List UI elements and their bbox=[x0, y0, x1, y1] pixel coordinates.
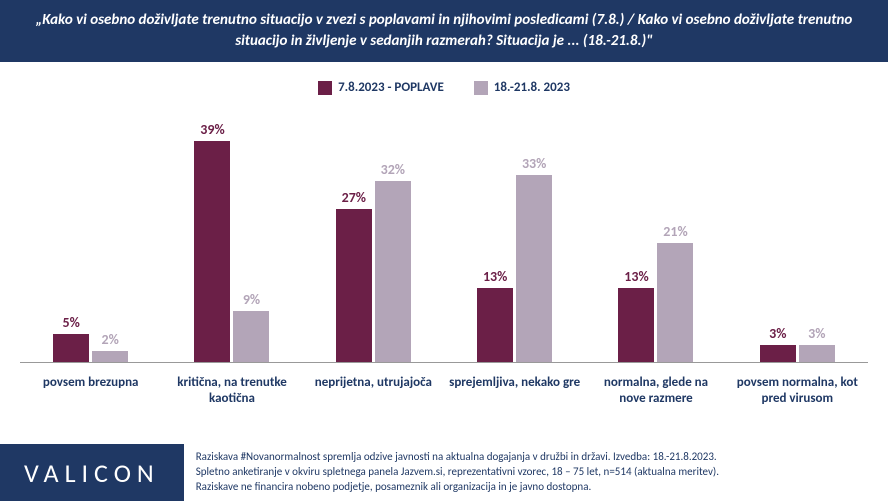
x-axis-label: kritična, na trenutke kaotična bbox=[161, 375, 302, 408]
bar-value-label: 32% bbox=[381, 161, 405, 178]
chart-title: „Kako vi osebno doživljate trenutno situ… bbox=[0, 0, 888, 62]
bar-series2: 33% bbox=[516, 175, 552, 362]
legend-swatch-2 bbox=[474, 81, 488, 95]
bar-value-label: 2% bbox=[102, 331, 119, 348]
x-axis-label: povsem normalna, kot pred virusom bbox=[727, 375, 868, 408]
legend-item-series2: 18.-21.8. 2023 bbox=[474, 80, 570, 95]
bar-group: 27%32% bbox=[303, 107, 444, 362]
bar-group: 5%2% bbox=[20, 107, 161, 362]
bar-value-label: 33% bbox=[522, 155, 546, 172]
logo: VALICON bbox=[0, 444, 184, 501]
bar-group: 13%33% bbox=[444, 107, 585, 362]
bar-series2: 2% bbox=[92, 351, 128, 362]
bar-value-label: 27% bbox=[342, 189, 366, 206]
bar-value-label: 9% bbox=[243, 291, 260, 308]
legend-item-series1: 7.8.2023 - POPLAVE bbox=[318, 80, 444, 95]
footnote-line1: Raziskava #Novanormalnost spremlja odziv… bbox=[196, 450, 876, 465]
legend-swatch-1 bbox=[318, 81, 332, 95]
footer: VALICON Raziskava #Novanormalnost spreml… bbox=[0, 444, 888, 501]
legend: 7.8.2023 - POPLAVE 18.-21.8. 2023 bbox=[0, 80, 888, 95]
bar-series1: 27% bbox=[336, 209, 372, 362]
x-axis-label: normalna, glede na nove razmere bbox=[585, 375, 726, 408]
bar-value-label: 21% bbox=[663, 223, 687, 240]
bar-group: 13%21% bbox=[585, 107, 726, 362]
footnote-line2: Spletno anketiranje v okviru spletnega p… bbox=[196, 465, 876, 480]
bar-value-label: 13% bbox=[624, 268, 648, 285]
bar-series1: 13% bbox=[477, 288, 513, 362]
bar-value-label: 5% bbox=[63, 314, 80, 331]
bar-series1: 5% bbox=[53, 334, 89, 362]
x-axis-label: sprejemljiva, nekako gre bbox=[444, 375, 585, 408]
bar-value-label: 13% bbox=[483, 268, 507, 285]
bar-series2: 3% bbox=[799, 345, 835, 362]
x-axis-label: povsem brezupna bbox=[20, 375, 161, 408]
bar-value-label: 3% bbox=[808, 325, 825, 342]
bar-series1: 3% bbox=[760, 345, 796, 362]
bar-value-label: 3% bbox=[769, 325, 786, 342]
footnote: Raziskava #Novanormalnost spremlja odziv… bbox=[184, 444, 888, 501]
x-axis-label: neprijetna, utrujajoča bbox=[303, 375, 444, 408]
bar-group: 39%9% bbox=[161, 107, 302, 362]
bar-series1: 39% bbox=[194, 141, 230, 362]
x-axis-labels: povsem brezupnakritična, na trenutke kao… bbox=[20, 375, 868, 408]
footnote-line3: Raziskave ne financira nobeno podjetje, … bbox=[196, 480, 876, 495]
legend-label-2: 18.-21.8. 2023 bbox=[494, 80, 570, 95]
bar-series2: 32% bbox=[375, 181, 411, 362]
bar-series2: 21% bbox=[657, 243, 693, 362]
legend-label-1: 7.8.2023 - POPLAVE bbox=[338, 80, 444, 95]
chart-plot: 5%2%39%9%27%32%13%33%13%21%3%3% bbox=[20, 107, 868, 367]
bar-value-label: 39% bbox=[200, 121, 224, 138]
bar-series1: 13% bbox=[618, 288, 654, 362]
bar-group: 3%3% bbox=[727, 107, 868, 362]
bar-series2: 9% bbox=[233, 311, 269, 362]
